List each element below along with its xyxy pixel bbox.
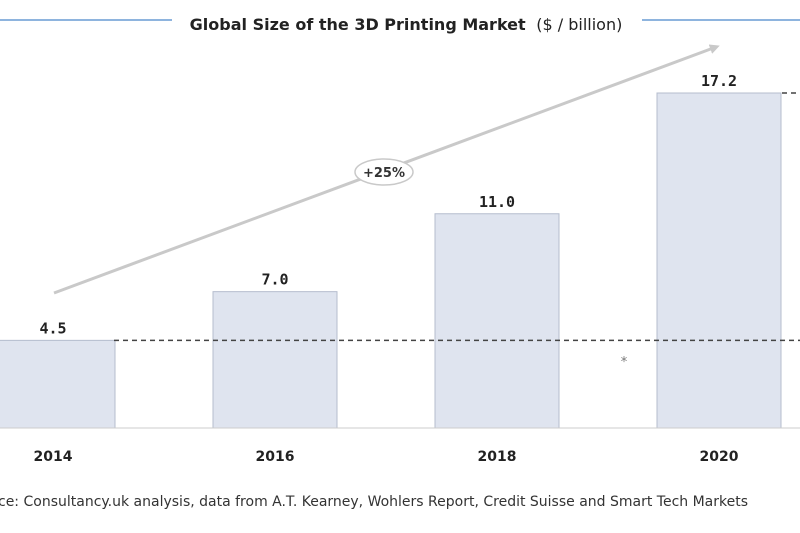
bar-2020 xyxy=(656,92,782,429)
cagr-label: +25% xyxy=(363,166,405,181)
footnote-mark: * xyxy=(621,355,628,370)
cagr-annotation: +25% xyxy=(354,158,414,186)
x-tick-labels: 2014 2016 2018 2020 xyxy=(34,449,739,465)
bar-2014 xyxy=(0,339,116,429)
value-label-2018: 11.0 xyxy=(479,193,515,211)
chart-title-unit: ($ / billion) xyxy=(536,15,622,34)
bars-layer: 4.5 7.0 11.0 17.2 xyxy=(0,72,782,429)
value-label-2016: 7.0 xyxy=(261,271,288,289)
cagr-oval xyxy=(354,158,414,186)
bar-2018 xyxy=(434,213,560,429)
bar-2016 xyxy=(212,291,338,429)
tick-label-2014: 2014 xyxy=(34,449,73,465)
tick-label-2016: 2016 xyxy=(256,449,295,465)
source-note: ce: Consultancy.uk analysis, data from A… xyxy=(0,494,748,510)
chart-title-main: Global Size of the 3D Printing Market xyxy=(190,15,526,34)
value-label-2014: 4.5 xyxy=(39,319,66,337)
tick-label-2018: 2018 xyxy=(478,449,517,465)
chart-title: Global Size of the 3D Printing Market ($… xyxy=(190,15,623,34)
value-label-2020: 17.2 xyxy=(701,72,737,90)
tick-label-2020: 2020 xyxy=(700,449,739,465)
